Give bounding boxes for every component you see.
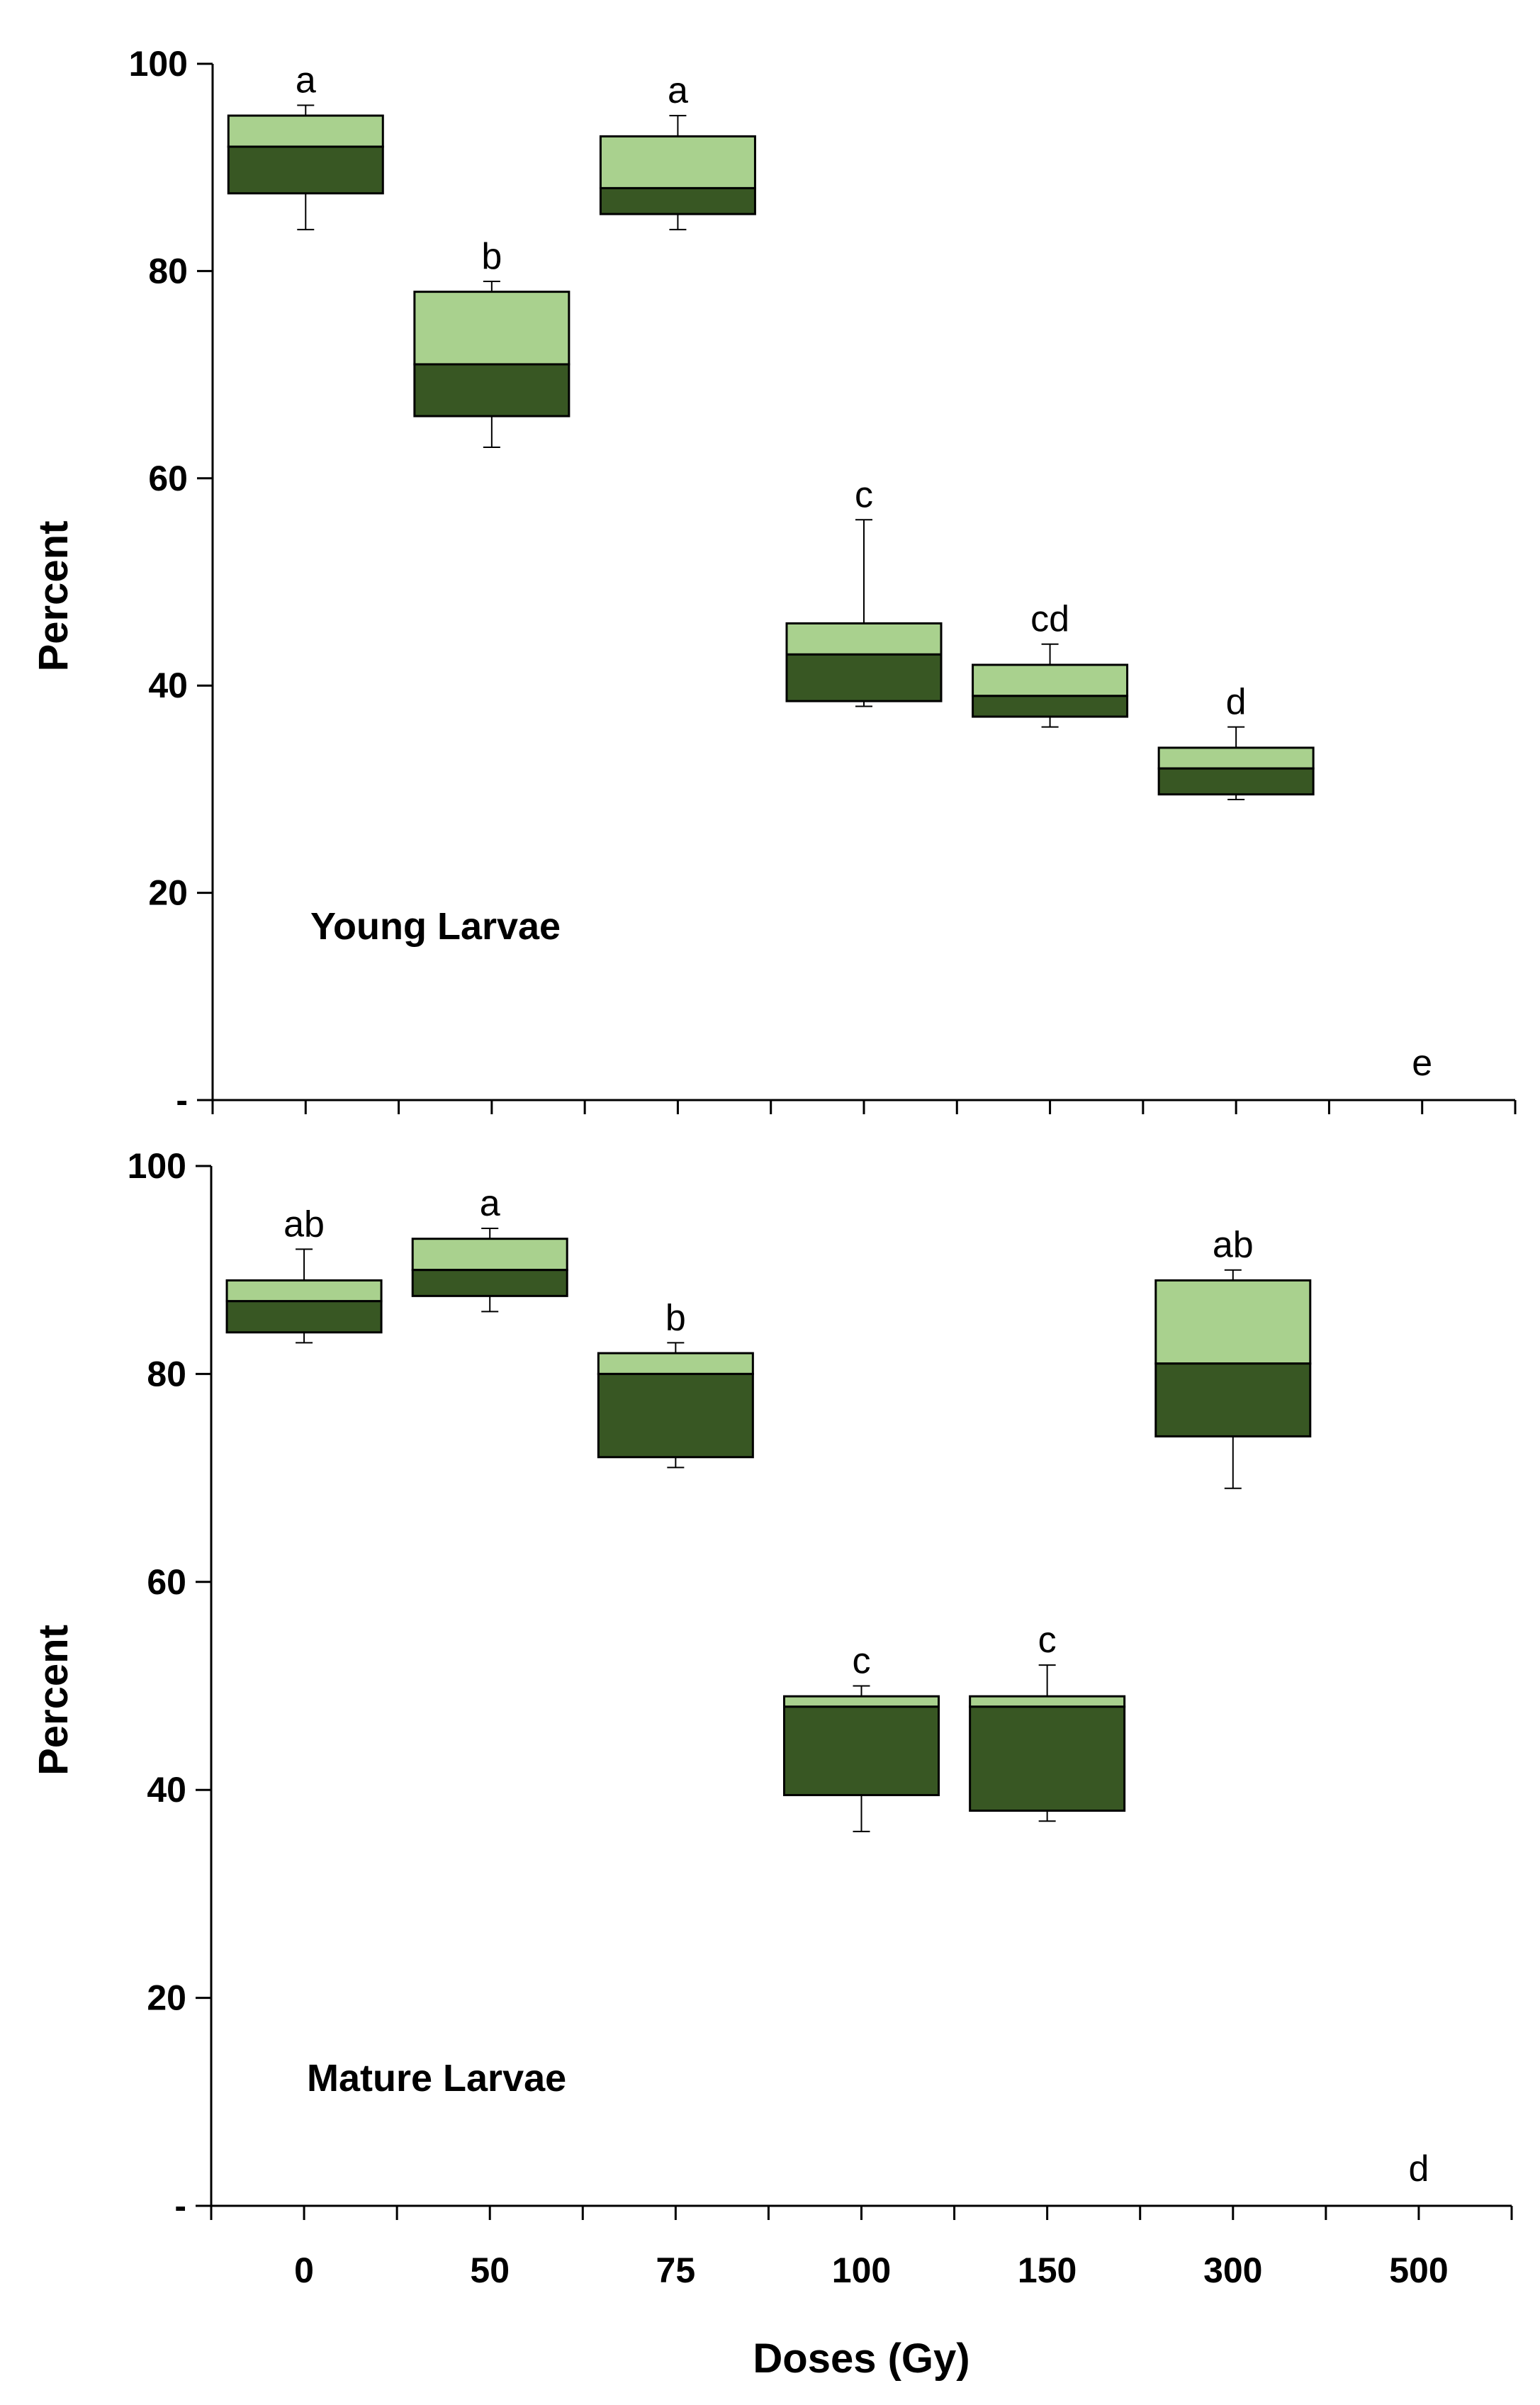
box-lower-quartile	[1157, 767, 1315, 796]
box-lower-quartile	[413, 363, 571, 417]
box-lower-quartile	[599, 186, 756, 215]
box-lower-quartile	[1154, 1362, 1312, 1437]
box-upper-quartile	[969, 1695, 1126, 1708]
significance-letter: cd	[1030, 599, 1069, 640]
y-tick-label: 20	[148, 873, 188, 913]
significance-letter: e	[1412, 1043, 1432, 1084]
box-upper-quartile	[411, 1238, 568, 1272]
box-upper-quartile	[225, 1279, 383, 1303]
box-upper-quartile	[1154, 1279, 1312, 1365]
box-upper-quartile	[783, 1695, 940, 1708]
box-lower-quartile	[972, 695, 1129, 718]
box-lower-quartile	[225, 1300, 383, 1334]
y-tick-label: 80	[147, 1354, 186, 1394]
significance-letter: a	[480, 1183, 500, 1224]
box-upper-quartile	[227, 114, 384, 148]
y-tick-label: 60	[147, 1562, 186, 1602]
y-tick-label: 100	[128, 1146, 186, 1186]
y-axis-label: Percent	[30, 521, 77, 672]
panel-label: Mature Larvae	[307, 2057, 566, 2100]
box-upper-quartile	[1157, 746, 1315, 770]
x-tick-label: 100	[832, 2250, 891, 2290]
y-tick-label: 80	[148, 251, 188, 291]
x-tick-label: 300	[1203, 2250, 1262, 2290]
box-lower-quartile	[597, 1372, 754, 1459]
significance-letter: c	[1038, 1620, 1057, 1661]
box-lower-quartile	[411, 1269, 568, 1297]
x-tick-label: 75	[656, 2250, 696, 2290]
box-upper-quartile	[597, 1352, 754, 1375]
y-tick-label: 100	[129, 44, 188, 84]
box-lower-quartile	[227, 145, 384, 195]
box-lower-quartile	[785, 653, 943, 702]
significance-letter: b	[665, 1297, 686, 1338]
significance-letter: d	[1226, 682, 1247, 723]
box-upper-quartile	[413, 291, 571, 366]
x-tick-label: 50	[470, 2250, 510, 2290]
significance-letter: c	[855, 474, 873, 515]
significance-letter: ab	[1213, 1225, 1254, 1266]
y-tick-label: 40	[147, 1770, 186, 1810]
x-axis-title: Doses (Gy)	[753, 2336, 969, 2382]
box-lower-quartile	[783, 1705, 940, 1797]
x-tick-label: 0	[294, 2250, 314, 2290]
y-axis-label: Percent	[30, 1625, 77, 1776]
box-upper-quartile	[599, 135, 756, 189]
significance-letter: c	[853, 1641, 871, 1682]
significance-letter: a	[668, 70, 688, 111]
young-larvae-panel: - 20 40 60 80 100 Percent Young Larvae a b a c cd d e	[30, 44, 1517, 1120]
significance-letter: d	[1408, 2148, 1429, 2190]
significance-letter: ab	[283, 1204, 325, 1245]
box-upper-quartile	[785, 622, 943, 656]
y-tick-label: -	[176, 1080, 188, 1120]
y-tick-label: 40	[148, 666, 188, 705]
panel-label: Young Larvae	[310, 905, 561, 948]
box-upper-quartile	[972, 663, 1129, 697]
significance-letter: b	[481, 236, 502, 277]
x-tick-label: 500	[1389, 2250, 1448, 2290]
box-lower-quartile	[969, 1705, 1126, 1812]
y-tick-label: -	[174, 2186, 186, 2226]
x-tick-label: 150	[1018, 2250, 1077, 2290]
y-tick-label: 60	[148, 459, 188, 498]
y-tick-label: 20	[147, 1978, 186, 2018]
significance-letter: a	[296, 60, 316, 101]
